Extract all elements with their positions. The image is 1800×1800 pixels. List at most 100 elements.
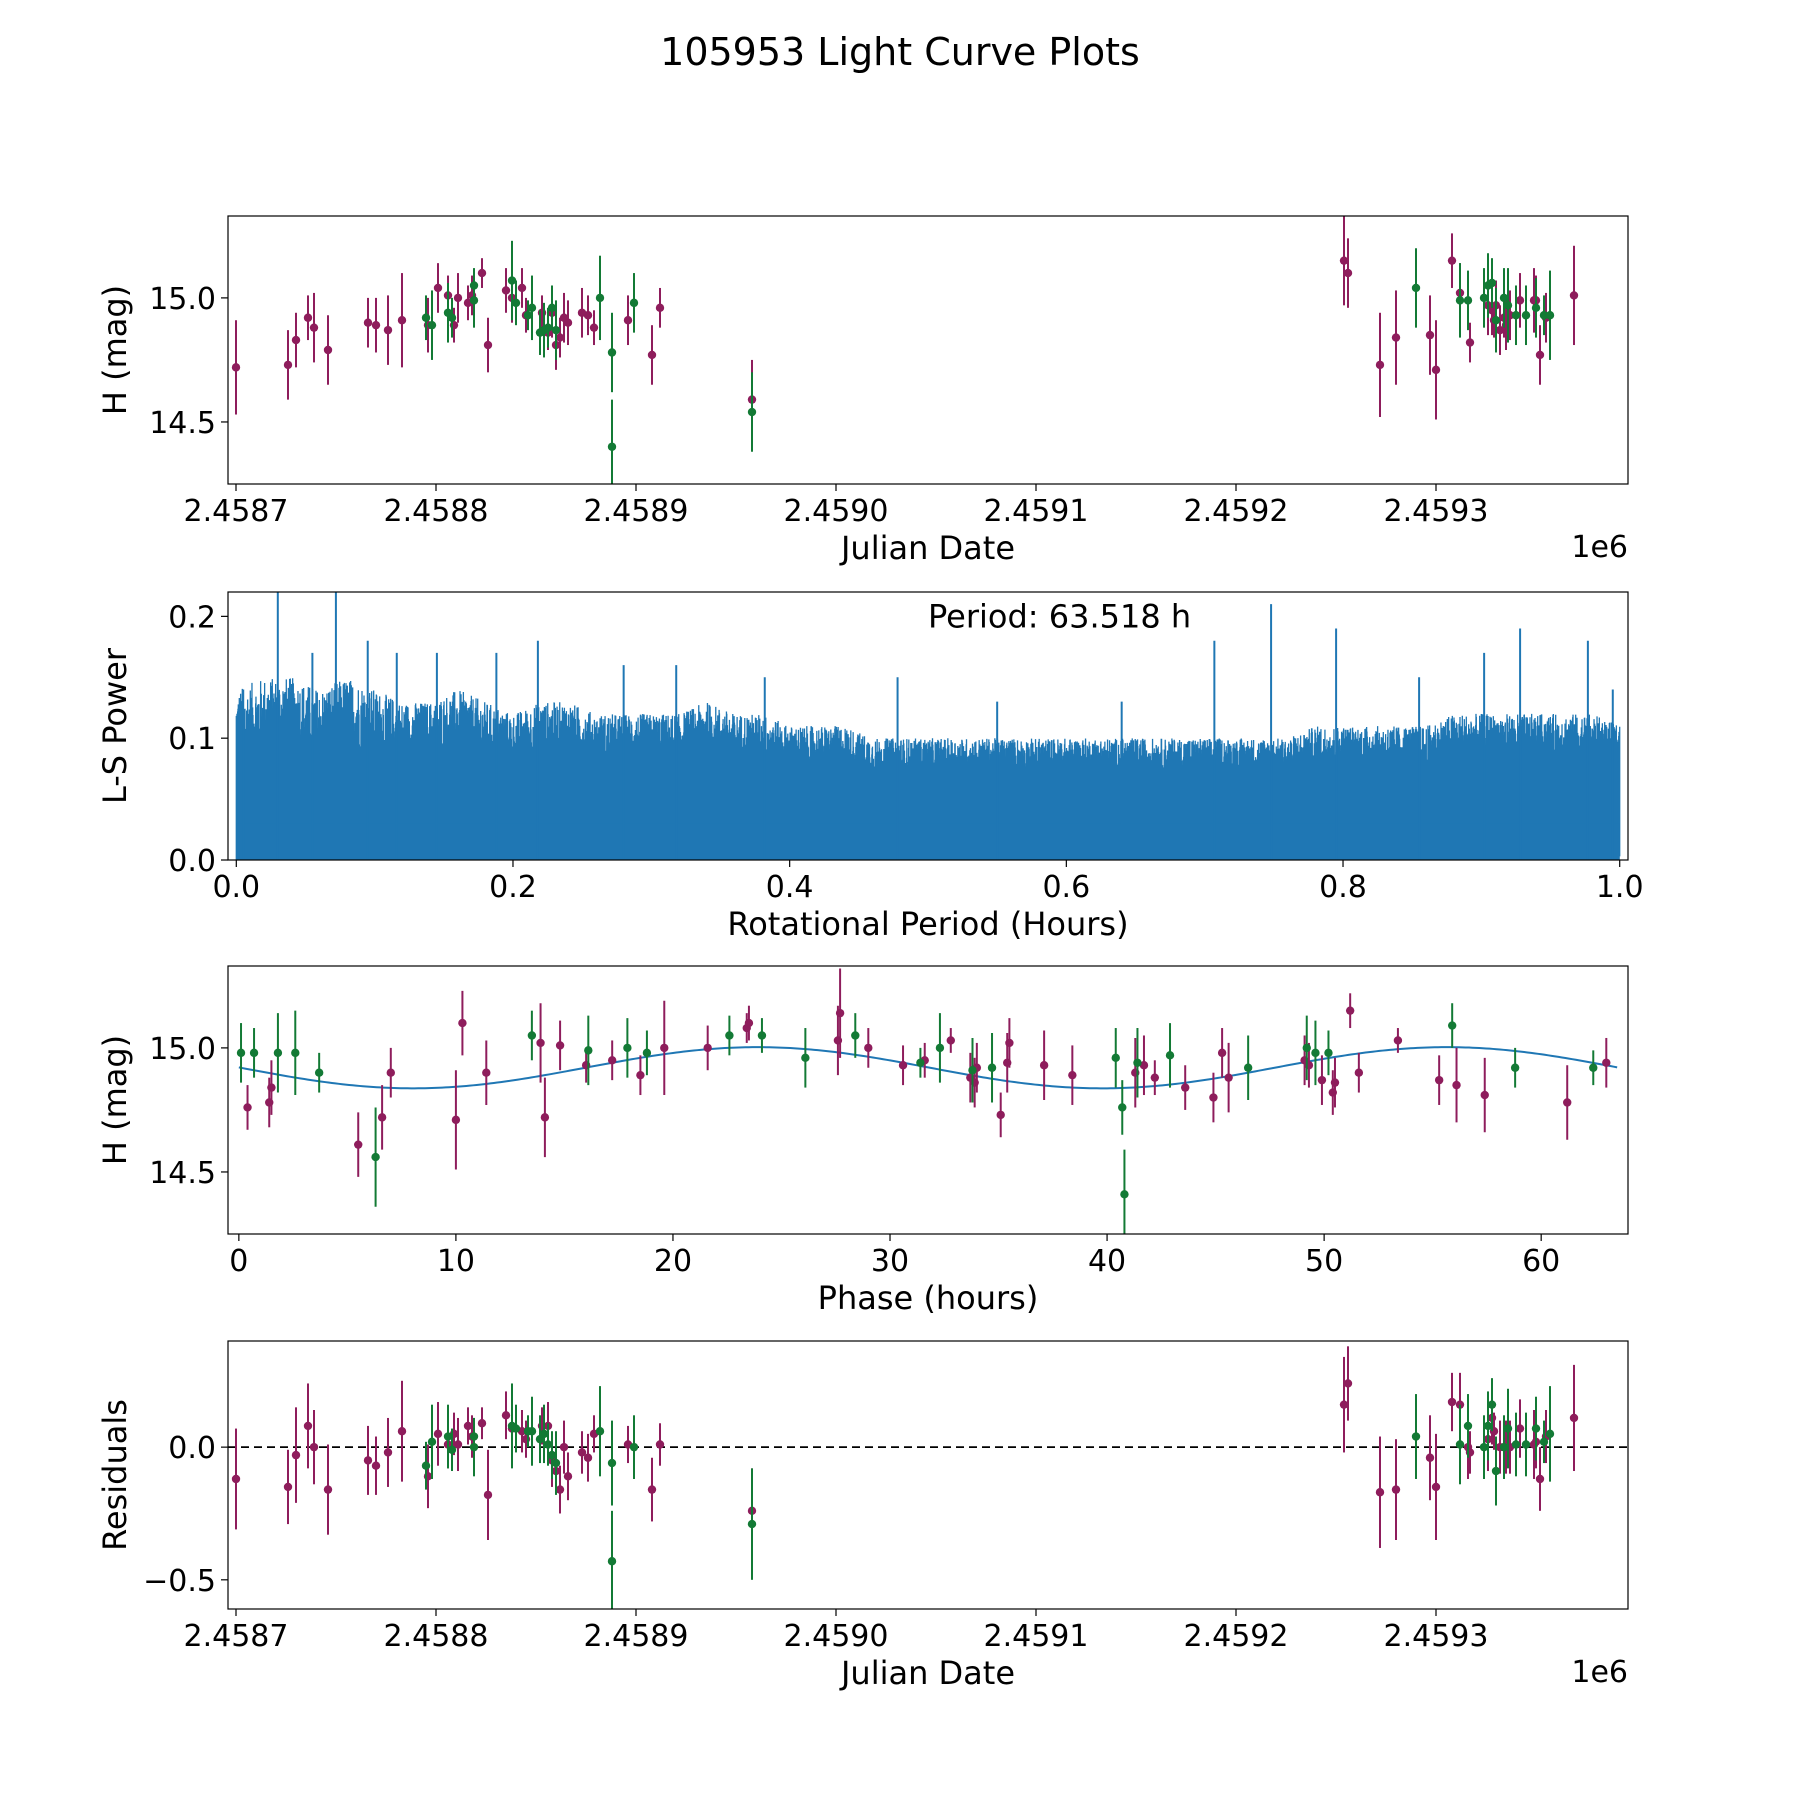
- data-point-green: [523, 311, 533, 320]
- y-axis-label: L-S Power: [96, 647, 134, 804]
- data-point-magenta: [1339, 256, 1349, 265]
- data-point-green: [1133, 1058, 1142, 1067]
- x-tick-label: 40: [1088, 1244, 1126, 1279]
- data-point-magenta: [283, 1482, 293, 1492]
- y-tick-label: 0.2: [168, 600, 216, 635]
- data-point-green: [642, 1048, 652, 1058]
- data-point-magenta: [1317, 1075, 1327, 1085]
- data-point-magenta: [383, 1448, 393, 1457]
- data-point-magenta: [563, 318, 573, 327]
- axes-frame: [227, 215, 1629, 485]
- data-point-green: [507, 276, 517, 285]
- data-point-magenta: [1354, 1068, 1364, 1077]
- data-point-magenta: [1425, 1453, 1435, 1462]
- x-axis-label: Julian Date: [839, 1654, 1015, 1692]
- data-point-green: [371, 1152, 380, 1162]
- axes-frame: [227, 1340, 1629, 1610]
- data-point-magenta: [1431, 365, 1441, 375]
- data-point-green: [1503, 1424, 1513, 1433]
- data-point-green: [1411, 283, 1421, 293]
- data-point-magenta: [1209, 1093, 1218, 1102]
- data-point-green: [469, 296, 479, 305]
- data-point-magenta: [517, 283, 527, 293]
- data-point-magenta: [1375, 1488, 1385, 1497]
- data-point-green: [543, 323, 553, 332]
- data-point-magenta: [1447, 1397, 1457, 1407]
- data-point-magenta: [1330, 1078, 1340, 1087]
- data-point-magenta: [451, 1115, 461, 1125]
- x-axis-label: Julian Date: [839, 529, 1015, 567]
- data-point-green: [1479, 1442, 1489, 1452]
- data-point-magenta: [1150, 1073, 1160, 1082]
- x-tick-label: 2.4591: [984, 1619, 1089, 1654]
- data-point-green: [511, 298, 521, 308]
- data-point-magenta: [555, 333, 565, 342]
- data-point-green: [447, 313, 457, 322]
- y-tick-label: −0.5: [143, 1564, 216, 1599]
- data-point-magenta: [483, 1490, 493, 1500]
- data-point-green: [1539, 1437, 1549, 1447]
- data-point-magenta: [864, 1043, 873, 1053]
- data-point-magenta: [1465, 338, 1475, 347]
- y-tick-label: 0.0: [168, 1431, 216, 1466]
- x-tick-label: 2.4592: [1184, 1619, 1289, 1654]
- data-point-green: [447, 1445, 457, 1454]
- data-point-green: [427, 1437, 437, 1447]
- data-point-magenta: [291, 335, 301, 345]
- data-point-magenta: [483, 340, 493, 350]
- data-point-green: [1111, 1053, 1120, 1063]
- data-point-magenta: [703, 1043, 712, 1053]
- data-point-magenta: [1447, 256, 1457, 265]
- y-tick-label: 0.0: [168, 844, 216, 879]
- data-point-magenta: [1339, 1400, 1349, 1409]
- data-point-magenta: [540, 1113, 550, 1122]
- data-point-magenta: [458, 1018, 467, 1028]
- data-point-magenta: [555, 1485, 565, 1494]
- y-tick-label: 14.5: [149, 1156, 216, 1191]
- fit-curve: [238, 1046, 1618, 1090]
- data-point-green: [527, 1031, 537, 1040]
- data-point-green: [1499, 1442, 1509, 1452]
- y-tick-label: 0.1: [168, 722, 216, 757]
- data-point-green: [527, 1427, 537, 1436]
- data-point-green: [273, 1048, 283, 1058]
- data-point-green: [469, 1442, 479, 1452]
- data-point-green: [607, 1458, 617, 1468]
- data-point-green: [547, 303, 557, 313]
- data-point-magenta: [1495, 325, 1505, 335]
- periodogram-baseline-fill: [236, 823, 1620, 860]
- data-point-green: [607, 442, 617, 451]
- x-tick-label: 2.4593: [1384, 494, 1489, 529]
- data-point-magenta: [1569, 1413, 1579, 1423]
- data-point-green: [987, 1063, 997, 1072]
- x-tick-label: 2.4587: [184, 1619, 289, 1654]
- data-point-green: [511, 1424, 521, 1433]
- data-point-magenta: [433, 283, 443, 293]
- data-point-magenta: [303, 1421, 313, 1431]
- data-point-magenta: [1345, 1006, 1355, 1015]
- data-point-magenta: [386, 1068, 395, 1077]
- data-point-magenta: [583, 1453, 593, 1462]
- data-point-magenta: [589, 323, 599, 332]
- data-point-magenta: [1452, 1080, 1461, 1090]
- data-point-magenta: [309, 323, 319, 332]
- data-point-magenta: [354, 1140, 363, 1149]
- lightcurve-plot-area: [231, 216, 1579, 484]
- data-point-magenta: [291, 1450, 301, 1460]
- data-point-magenta: [1535, 350, 1545, 360]
- data-point-green: [1463, 1421, 1473, 1431]
- x-tick-label: 0.8: [1319, 870, 1367, 905]
- data-point-green: [851, 1031, 860, 1040]
- data-point-green: [551, 325, 561, 335]
- data-point-green: [1463, 296, 1473, 305]
- data-point-green: [607, 348, 617, 357]
- x-tick-label: 2.4590: [784, 494, 889, 529]
- y-axis-label: H (mag): [96, 1035, 134, 1165]
- x-axis-label: Rotational Period (Hours): [727, 905, 1128, 943]
- data-point-green: [607, 1557, 617, 1566]
- data-point-green: [725, 1031, 734, 1040]
- x-axis-label: Phase (hours): [818, 1279, 1039, 1317]
- data-point-green: [1521, 311, 1531, 320]
- x-tick-label: 2.4587: [184, 494, 289, 529]
- data-point-green: [543, 1440, 553, 1449]
